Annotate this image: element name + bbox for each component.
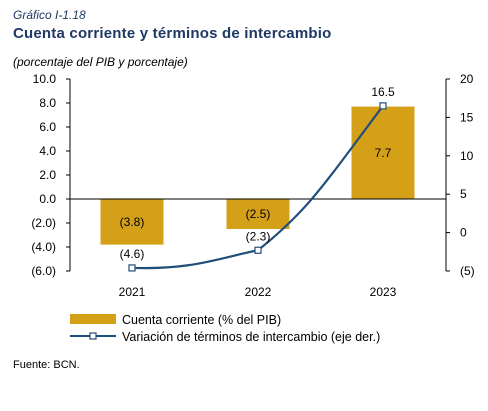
chart-subtitle: (porcentaje del PIB y porcentaje) [13, 55, 188, 69]
left-tick-label: (6.0) [31, 264, 56, 278]
x-tick-label: 2021 [119, 285, 146, 299]
left-tick-label: 2.0 [39, 168, 56, 182]
right-axis: 20 15 10 5 0 (5) [445, 72, 475, 278]
tot-marker [254, 246, 262, 254]
right-tick-label: 20 [460, 72, 474, 86]
bar-2023 [351, 106, 415, 199]
left-tick-label: 0.0 [39, 192, 56, 206]
x-tick-label: 2022 [245, 285, 272, 299]
bar-2021 [100, 199, 164, 245]
left-tick-label: 4.0 [39, 144, 56, 158]
right-tick-label: 10 [460, 149, 474, 163]
left-tick-label: 8.0 [39, 96, 56, 110]
source-note: Fuente: BCN. [13, 359, 80, 371]
right-tick-label: (5) [460, 264, 475, 278]
bar-label: (3.8) [120, 215, 145, 229]
right-tick-label: 0 [460, 226, 467, 240]
left-tick-label: (2.0) [31, 216, 56, 230]
tot-marker [379, 102, 387, 110]
line-label: (2.3) [246, 229, 271, 243]
legend-label-line: Variación de términos de intercambio (ej… [122, 330, 380, 344]
x-axis: 2021 2022 2023 [119, 285, 397, 299]
line-series: (4.6) (2.3) 16.5 [120, 85, 395, 272]
right-tick-label: 15 [460, 110, 474, 124]
left-tick-label: 6.0 [39, 120, 56, 134]
chart-title: Cuenta corriente y términos de intercamb… [13, 25, 332, 42]
right-tick-label: 5 [460, 187, 467, 201]
legend-label-bar: Cuenta corriente (% del PIB) [122, 313, 281, 327]
left-axis: 10.0 8.0 6.0 4.0 2.0 0.0 (2.0) (4.0) (6.0) [31, 72, 71, 278]
bar-2022 [226, 199, 290, 229]
left-tick-label: 10.0 [33, 72, 57, 86]
left-tick-label: (4.0) [31, 240, 56, 254]
bar-label: (2.5) [246, 207, 271, 221]
figure-label: Gráfico I-1.18 [13, 8, 86, 22]
line-label: 16.5 [371, 85, 395, 99]
bar-label: 7.7 [375, 146, 392, 160]
legend: Cuenta corriente (% del PIB) Variación de… [70, 313, 380, 344]
x-tick-label: 2023 [370, 285, 397, 299]
tot-line [131, 105, 384, 270]
legend-swatch-bar [70, 314, 116, 324]
bar-series: (3.8) (2.5) 7.7 [70, 106, 446, 245]
line-label: (4.6) [120, 247, 145, 261]
tot-marker [128, 264, 136, 272]
legend-swatch-marker [89, 332, 97, 340]
